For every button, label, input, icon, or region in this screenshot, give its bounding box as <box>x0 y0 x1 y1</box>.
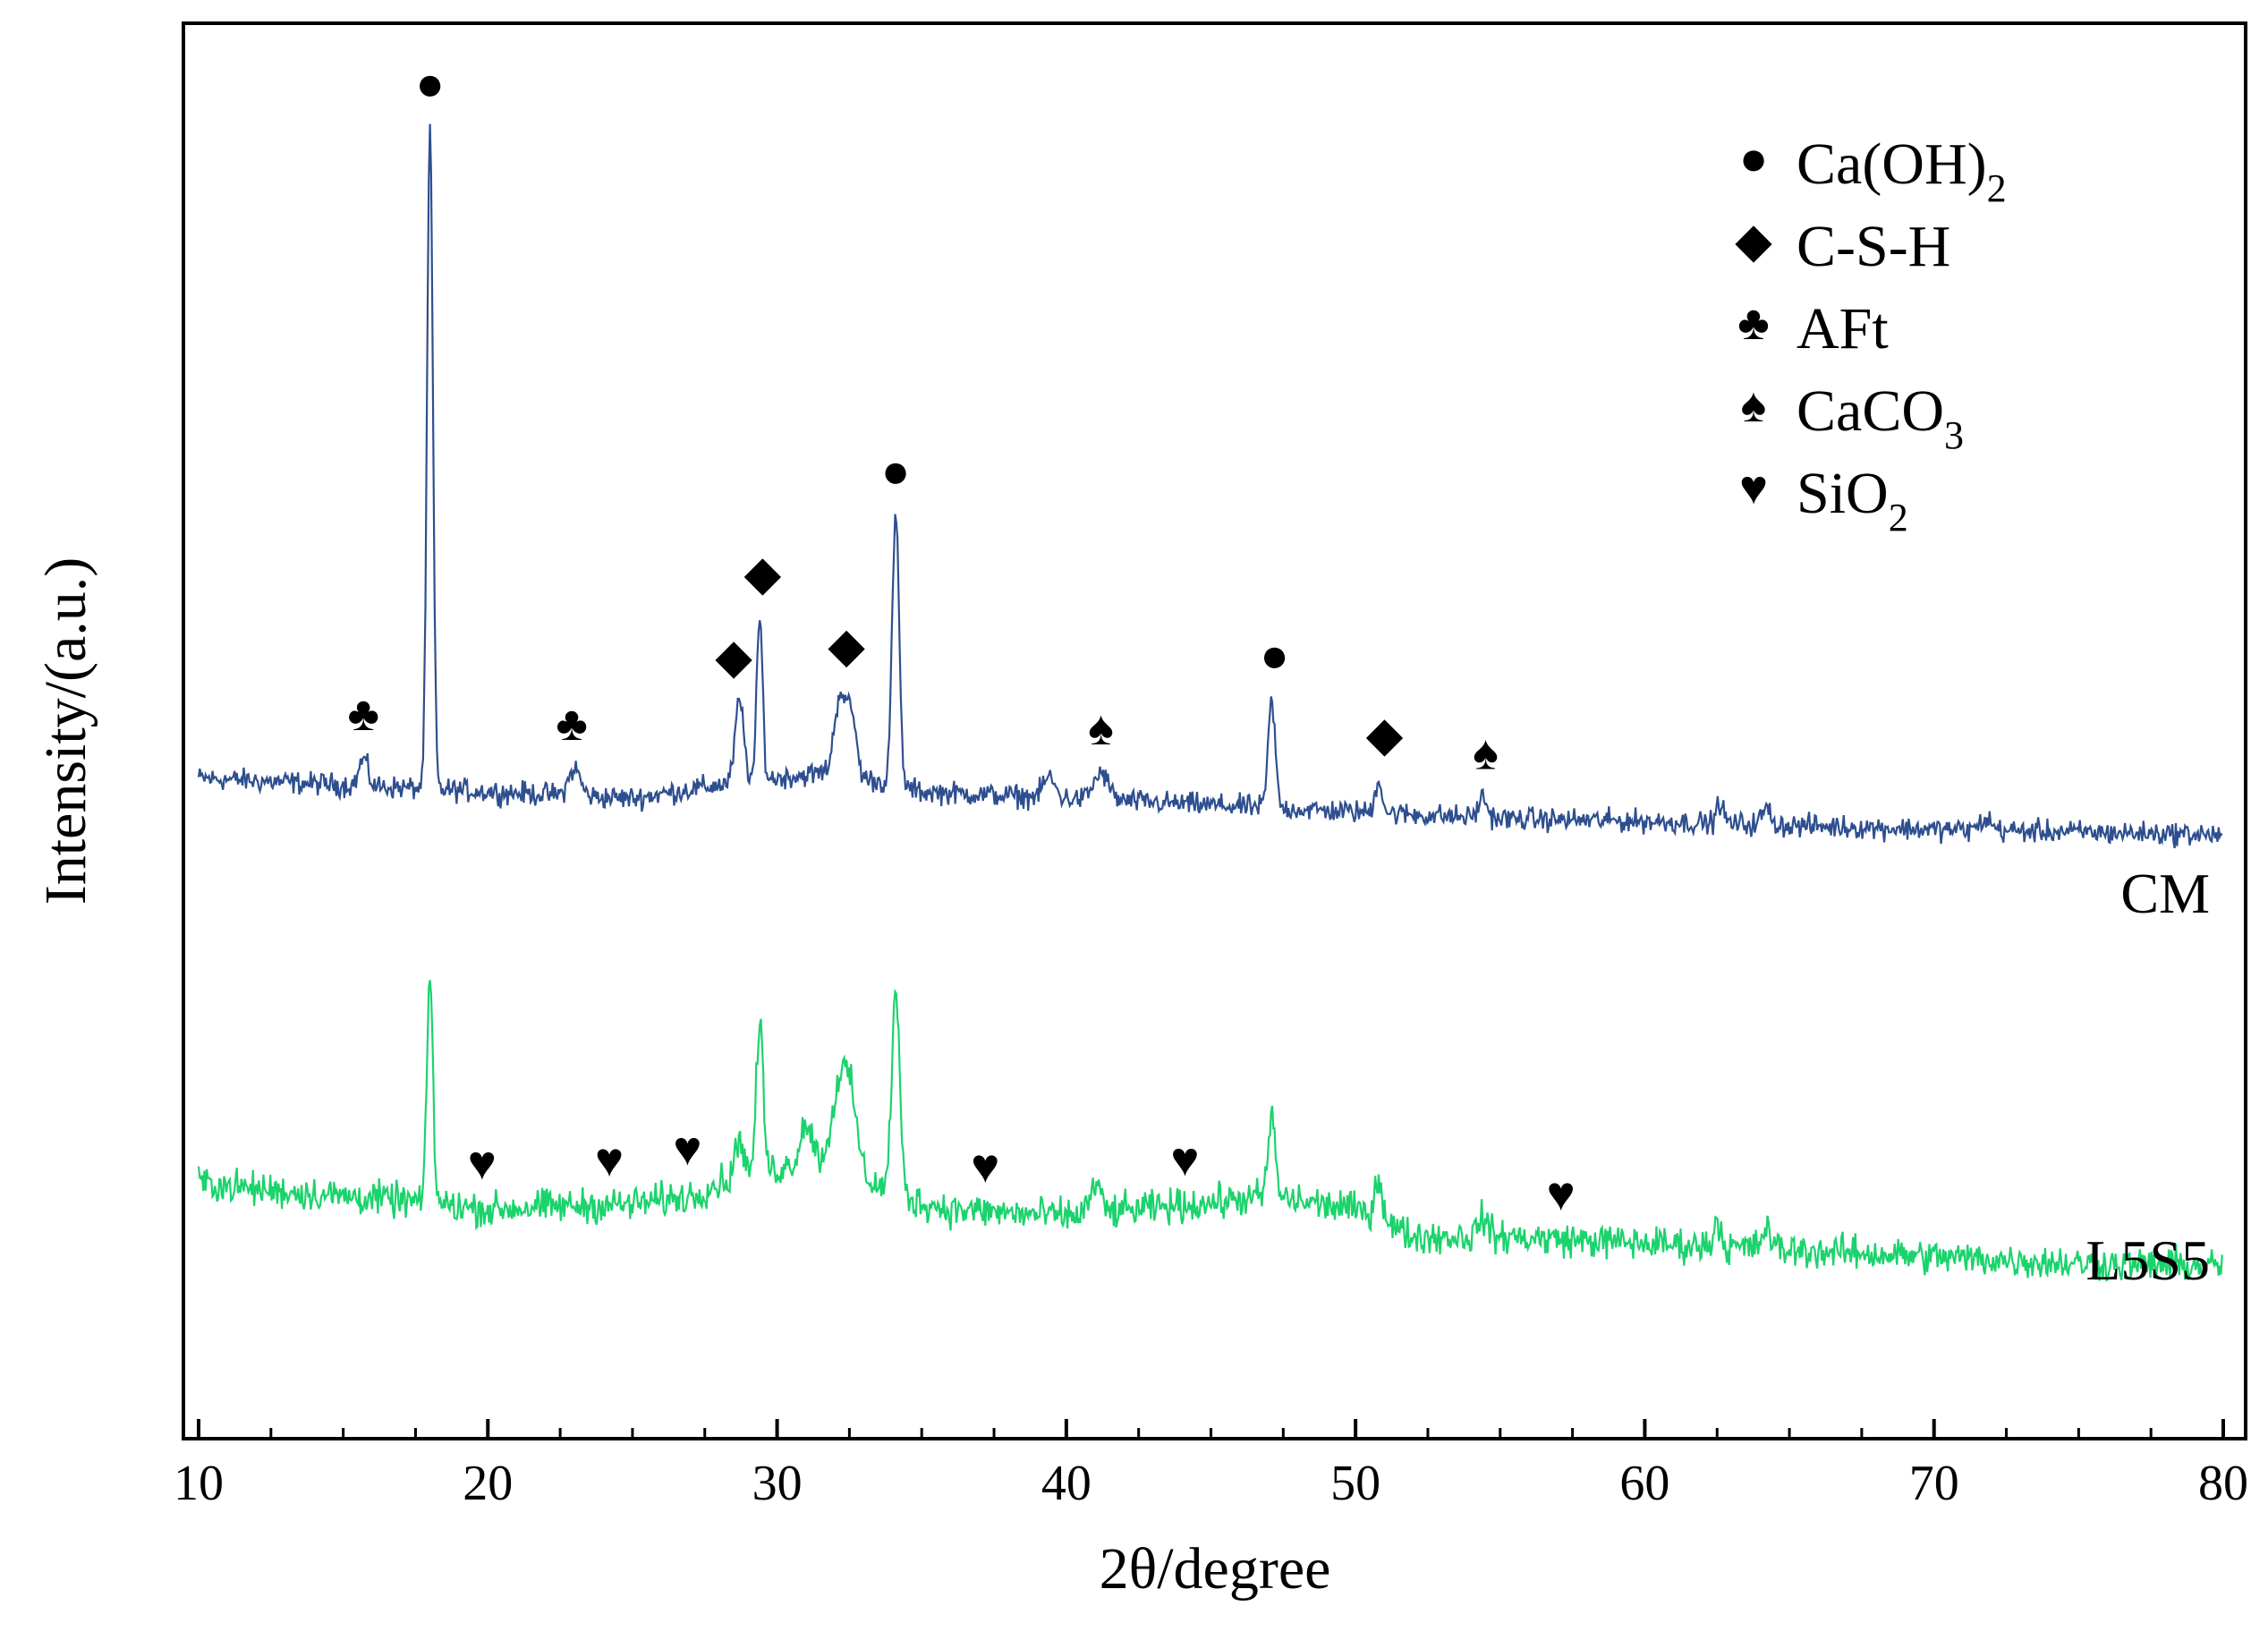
x-tick-label: 20 <box>463 1456 513 1511</box>
x-tick-label: 60 <box>1619 1456 1669 1511</box>
phase-marker-sio2: ♥ <box>1170 1133 1199 1186</box>
phase-marker-caoh2: ● <box>881 445 911 498</box>
y-axis-title: Intensity/(a.u.) <box>33 557 98 905</box>
phase-marker-caoh2: ● <box>1260 628 1289 682</box>
legend-symbol: ♠ <box>1741 378 1767 432</box>
legend-label-subscript: 2 <box>1987 166 2007 210</box>
phase-marker-caco3: ♠ <box>1473 726 1499 779</box>
x-tick-label: 30 <box>752 1456 803 1511</box>
phase-markers: ♣ ● ♣ ◆ ◆ ◆ ● ♠ ● ◆ ♠ ♥ ♥ ♥ ♥ ♥ ♥ <box>348 57 1576 1221</box>
plot-frame <box>182 21 2247 1440</box>
legend-symbol: ♣ <box>1737 296 1769 350</box>
x-tick-label: 80 <box>2198 1456 2248 1511</box>
x-axis-title: 2θ/degree <box>1100 1536 1331 1602</box>
legend-label: CaCO3 <box>1797 378 1964 457</box>
series-line-cm <box>197 123 2223 849</box>
series-layer <box>197 123 2223 1282</box>
x-tick-label: 50 <box>1330 1456 1380 1511</box>
phase-marker-csh: ◆ <box>715 630 752 684</box>
phase-marker-aft: ♣ <box>556 697 587 751</box>
legend-label: AFt <box>1797 296 1889 361</box>
legend-label: SiO2 <box>1797 461 1908 540</box>
x-tick-label: 70 <box>1909 1456 1959 1511</box>
phase-marker-caco3: ♠ <box>1088 701 1114 755</box>
phase-marker-csh: ◆ <box>1366 708 1404 761</box>
legend-symbol: ● <box>1739 132 1769 185</box>
legend-label-subscript: 2 <box>1889 496 1908 540</box>
legend: ● Ca(OH)2◆ C-S-H♣ AFt♠ CaCO3♥ SiO2 <box>1735 132 2006 540</box>
phase-marker-sio2: ♥ <box>1547 1168 1576 1221</box>
legend-label-text: Ca(OH) <box>1797 132 1987 197</box>
phase-marker-caoh2: ● <box>415 57 445 111</box>
legend-label-text: CaCO <box>1797 378 1944 444</box>
phase-marker-sio2: ♥ <box>468 1136 497 1190</box>
x-tick-label: 40 <box>1041 1456 1092 1511</box>
phase-marker-sio2: ♥ <box>971 1140 999 1194</box>
legend-symbol: ◆ <box>1735 214 1772 268</box>
phase-marker-aft: ♣ <box>348 687 379 741</box>
legend-label-text: C-S-H <box>1797 214 1950 279</box>
legend-label: C-S-H <box>1797 214 1950 279</box>
sample-label-cm: CM <box>2120 862 2210 925</box>
x-axis-ticks: 10 20 30 40 50 60 70 80 <box>174 1419 2248 1511</box>
sample-label-l5s5: L5S5 <box>2085 1228 2210 1292</box>
legend-symbol: ♥ <box>1739 461 1768 514</box>
phase-marker-sio2: ♥ <box>673 1122 701 1176</box>
legend-label: Ca(OH)2 <box>1797 132 2007 210</box>
legend-label-text: SiO <box>1797 461 1889 526</box>
phase-marker-sio2: ♥ <box>595 1133 624 1186</box>
series-line-l5s5 <box>197 980 2223 1282</box>
legend-label-subscript: 3 <box>1944 413 1964 457</box>
phase-marker-csh: ◆ <box>744 547 782 600</box>
phase-marker-csh: ◆ <box>828 619 865 673</box>
legend-label-text: AFt <box>1797 296 1889 361</box>
x-tick-label: 10 <box>174 1456 224 1511</box>
